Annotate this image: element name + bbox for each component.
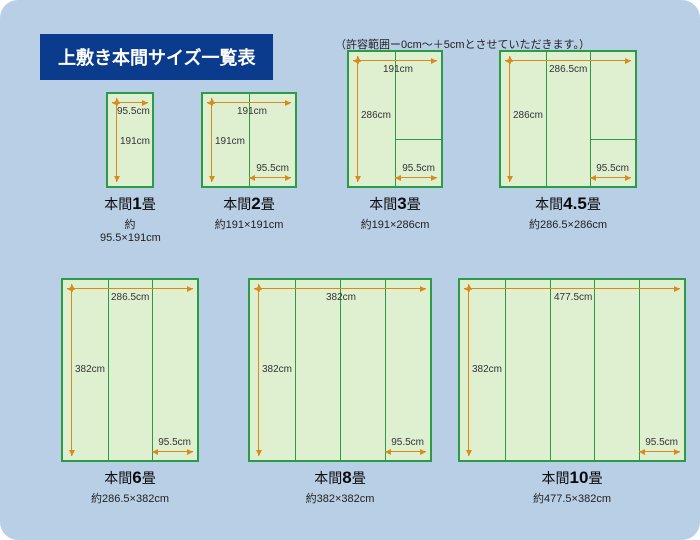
mat-name: 本間6畳 [50,468,210,488]
mat-8jo: 382cm 382cm 95.5cm 本間8畳 約382×382cm [240,278,440,506]
dim-side: 382cm [75,364,105,375]
dim-side: 382cm [472,364,502,375]
mat-name: 本間1畳 [100,194,160,214]
mat-name: 本間10畳 [452,468,692,488]
dim-side: 286cm [361,110,391,121]
mat-dims: 約286.5×286cm [488,216,648,232]
dim-sub: 95.5cm [645,437,678,448]
mat-2jo: 191cm 191cm 95.5cm 本間2畳 約191×191cm [194,92,304,232]
dim-sub: 95.5cm [596,163,629,174]
mat-4-5jo: 286.5cm 286cm 95.5cm 本間4.5畳 約286.5×286cm [488,50,648,232]
mat-name: 本間4.5畳 [488,194,648,214]
dim-top: 191cm [237,106,267,117]
mat-dims: 約95.5×191cm [100,216,160,244]
dim-top: 477.5cm [554,292,592,303]
mat-name: 本間8畳 [240,468,440,488]
mat-name: 本間2畳 [194,194,304,214]
mat-dims: 約191×286cm [335,216,455,232]
mat-dims: 約286.5×382cm [50,490,210,506]
dim-side: 191cm [120,136,150,147]
mat-1jo: 95.5cm 191cm 本間1畳 約95.5×191cm [100,92,160,244]
dim-top: 95.5cm [117,106,150,117]
mat-3jo: 191cm 286cm 95.5cm 本間3畳 約191×286cm [335,50,455,232]
dim-sub: 95.5cm [158,437,191,448]
dim-top: 191cm [383,64,413,75]
dim-sub: 95.5cm [402,163,435,174]
dim-side: 191cm [215,136,245,147]
mat-6jo: 286.5cm 382cm 95.5cm 本間6畳 約286.5×382cm [50,278,210,506]
dim-side: 286cm [513,110,543,121]
dim-top: 382cm [326,292,356,303]
mat-10jo: 477.5cm 382cm 95.5cm 本間10畳 約477.5×382cm [452,278,692,506]
dim-top: 286.5cm [549,64,587,75]
mat-dims: 約382×382cm [240,490,440,506]
mat-name: 本間3畳 [335,194,455,214]
mat-dims: 約191×191cm [194,216,304,232]
dim-top: 286.5cm [111,292,149,303]
dim-side: 382cm [262,364,292,375]
dim-sub: 95.5cm [391,437,424,448]
dim-sub: 95.5cm [256,163,289,174]
chart-title: 上敷き本間サイズ一覧表 [40,34,273,80]
mat-dims: 約477.5×382cm [452,490,692,506]
size-chart-canvas: 上敷き本間サイズ一覧表 （許容範囲ー0cm～＋5cmとさせていただきます。） 9… [0,0,700,540]
